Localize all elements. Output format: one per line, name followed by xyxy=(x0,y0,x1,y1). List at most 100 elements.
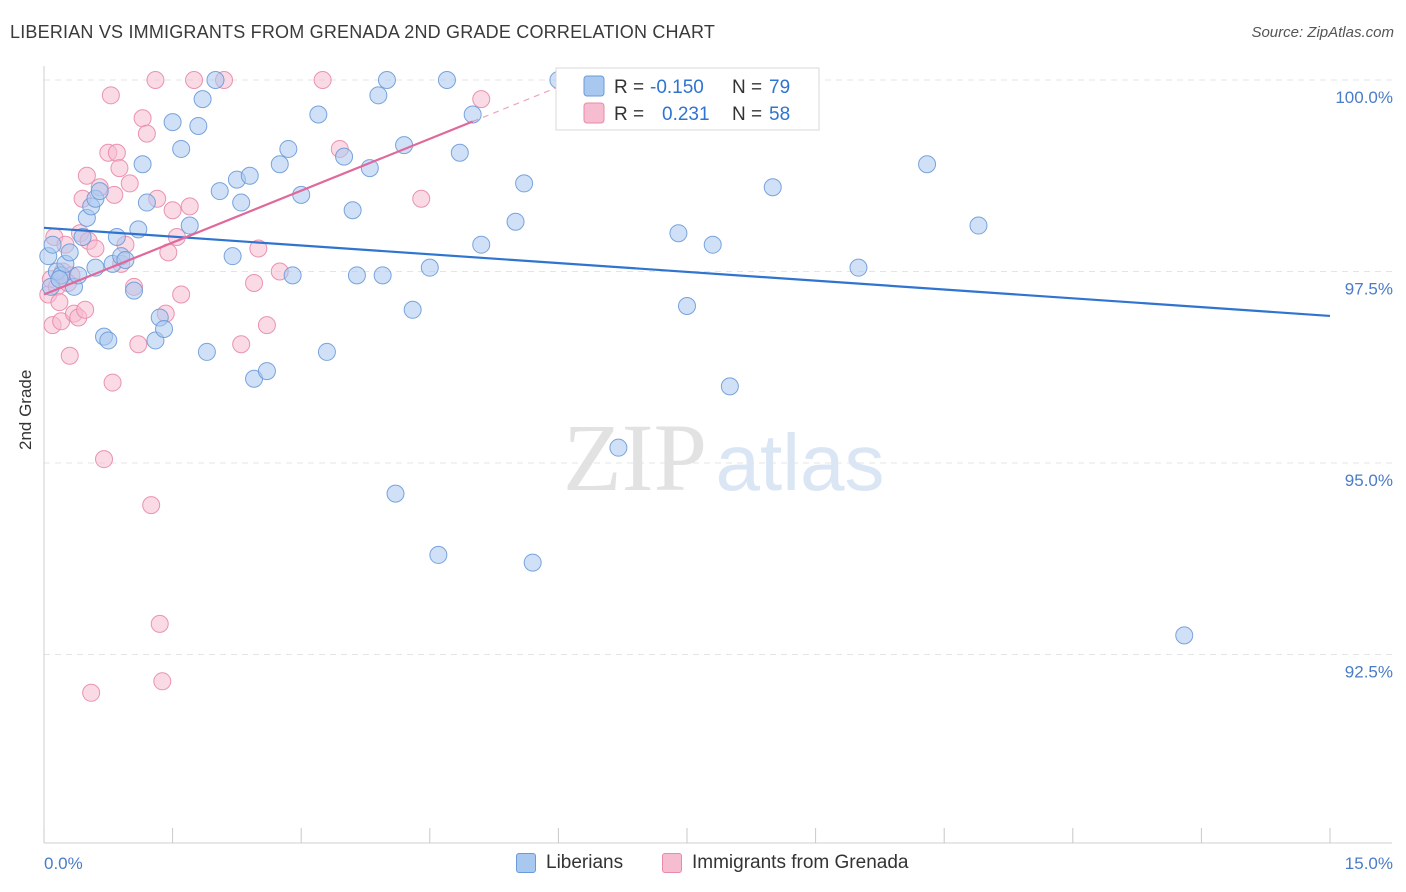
grenada-point-42 xyxy=(163,201,182,220)
liberian-point-26 xyxy=(163,113,182,132)
liberian-point-68 xyxy=(678,296,696,315)
series-legend: Liberians Immigrants from Grenada xyxy=(0,852,1406,878)
liberian-point-19 xyxy=(125,281,144,300)
grenada-point-39 xyxy=(153,672,172,691)
liberian-point-67 xyxy=(669,224,688,243)
liberian-point-72 xyxy=(849,258,868,277)
liberian-point-41 xyxy=(279,139,298,158)
x-tick-labels: 0.0% 15.0% xyxy=(44,854,1393,873)
liberian-point-36 xyxy=(232,193,251,212)
liberian-point-50 xyxy=(369,86,388,105)
liberian-point-31 xyxy=(197,342,216,361)
liberian-point-16 xyxy=(107,228,126,247)
grenada-point-47 xyxy=(232,335,251,354)
chart-title: LIBERIAN VS IMMIGRANTS FROM GRENADA 2ND … xyxy=(10,22,716,42)
grenada-point-19 xyxy=(86,239,105,258)
liberian-point-58 xyxy=(437,71,456,89)
liberian-point-60 xyxy=(463,105,482,124)
grenada-trend-line xyxy=(43,120,474,296)
liberian-point-66 xyxy=(609,438,628,457)
grenada-point-49 xyxy=(249,239,268,258)
liberian-point-39 xyxy=(257,362,276,381)
liberians-trend-line xyxy=(43,226,1331,318)
grenada-point-32 xyxy=(129,335,148,354)
liberian-point-71 xyxy=(763,178,782,197)
liberian-point-46 xyxy=(335,147,354,166)
axes xyxy=(43,66,1392,844)
liberian-point-55 xyxy=(403,300,422,319)
liberian-point-30 xyxy=(193,90,212,109)
liberian-point-44 xyxy=(309,105,328,124)
grenada-point-45 xyxy=(185,71,204,89)
liberian-point-1 xyxy=(43,235,62,254)
grenada-point-26 xyxy=(107,143,126,162)
liberian-point-57 xyxy=(429,545,448,564)
liberian-point-40 xyxy=(270,155,289,174)
legend-r-label-2: R = xyxy=(614,104,644,125)
grenada-point-34 xyxy=(137,124,156,143)
watermark-zip: ZIP xyxy=(563,404,707,511)
grenada-point-50 xyxy=(257,316,276,335)
legend-item-grenada: Immigrants from Grenada xyxy=(662,852,908,874)
liberian-point-21 xyxy=(133,155,152,174)
x-tick-label-0: 0.0% xyxy=(44,854,83,873)
liberian-point-33 xyxy=(210,182,229,201)
legend-blue-swatch xyxy=(583,75,605,97)
grenada-point-30 xyxy=(120,174,139,193)
liberian-point-14 xyxy=(99,331,118,350)
liberian-point-25 xyxy=(155,319,174,338)
legend-liberians-swatch xyxy=(516,853,536,873)
grid-lines xyxy=(44,79,1392,655)
y-tick-label-3: 92.5% xyxy=(1345,663,1393,682)
grenada-point-48 xyxy=(245,273,264,292)
grenada-point-44 xyxy=(172,285,191,304)
liberian-point-48 xyxy=(347,266,366,285)
liberian-point-70 xyxy=(720,377,739,396)
grenada-point-18 xyxy=(82,683,101,702)
y-tick-label-0: 100.0% xyxy=(1335,88,1393,107)
correlation-legend: R = -0.150 N = 79 R = 0.231 N = 58 xyxy=(555,67,820,131)
y-tick-labels: 100.0% 97.5% 95.0% 92.5% xyxy=(1335,88,1393,682)
liberian-point-32 xyxy=(206,71,225,89)
legend-n-value-1: 79 xyxy=(769,77,790,98)
liberian-point-47 xyxy=(343,201,362,220)
grenada-point-23 xyxy=(101,86,120,105)
liberian-point-28 xyxy=(180,216,199,235)
legend-item-liberians: Liberians xyxy=(516,852,623,874)
liberian-point-42 xyxy=(283,266,302,285)
y-tick-label-1: 97.5% xyxy=(1345,280,1393,299)
series-liberians-points xyxy=(39,71,1194,645)
grenada-point-24 xyxy=(103,373,122,392)
grenada-point-27 xyxy=(110,159,129,178)
chart-source: Source: ZipAtlas.com xyxy=(1251,24,1394,41)
legend-n-value-2: 58 xyxy=(769,104,790,125)
liberian-point-52 xyxy=(377,71,396,89)
series-grenada-points xyxy=(39,71,491,702)
liberian-point-56 xyxy=(420,258,439,277)
grenada-point-9 xyxy=(60,346,79,365)
grenada-point-5 xyxy=(50,293,69,312)
liberian-point-8 xyxy=(73,228,92,247)
liberian-point-74 xyxy=(969,216,988,235)
liberian-point-45 xyxy=(317,342,336,361)
legend-pink-swatch xyxy=(583,102,605,124)
liberian-point-59 xyxy=(450,143,469,162)
liberian-point-53 xyxy=(386,484,405,503)
watermark-atlas: atlas xyxy=(716,418,885,507)
y-tick-label-2: 95.0% xyxy=(1345,471,1393,490)
liberian-point-37 xyxy=(240,166,259,185)
liberian-point-73 xyxy=(918,155,937,174)
legend-n-label-2: N = xyxy=(732,104,762,125)
liberian-point-51 xyxy=(373,266,392,285)
legend-grenada-swatch xyxy=(662,853,682,873)
grenada-point-56 xyxy=(180,197,199,216)
legend-r-value-2: 0.231 xyxy=(662,104,710,125)
grenada-point-15 xyxy=(76,300,95,319)
grenada-point-21 xyxy=(95,450,114,469)
liberian-point-12 xyxy=(90,182,109,201)
liberian-point-22 xyxy=(137,193,156,212)
liberian-point-69 xyxy=(703,235,722,254)
liberian-point-61 xyxy=(472,235,491,254)
legend-r-label-1: R = xyxy=(614,77,644,98)
